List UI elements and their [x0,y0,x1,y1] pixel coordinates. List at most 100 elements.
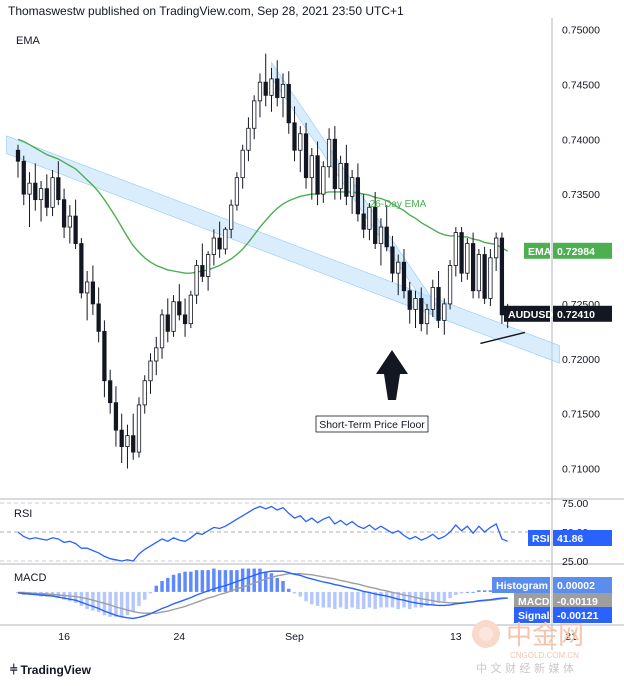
candle [413,290,418,329]
price-tag-value: 0.72410 [557,309,595,321]
histogram-bar [183,571,187,592]
candles [15,53,510,469]
histogram-bar [275,577,279,592]
candle-body [407,290,412,310]
histogram-bar [281,581,285,592]
histogram-bar [482,590,487,592]
candle-body [286,83,291,124]
candle [142,375,147,414]
candle-body [217,237,222,250]
candle [148,353,153,394]
histogram-bar [373,591,377,610]
candle-body [338,163,343,190]
price-tag-box [504,305,550,322]
price-tick: 0.74500 [562,79,600,91]
histogram-bar [206,570,210,592]
histogram-bar [154,585,158,592]
time-tick: 21 [565,631,577,643]
candle-body [38,188,44,201]
histogram-bar [361,591,366,610]
candle-body [424,308,430,325]
candle [15,144,21,178]
ema-pane-label: EMA [16,35,41,47]
candle-body [465,243,470,274]
price-tag-label: AUDUSD [508,309,553,321]
candle-body [125,435,130,448]
candle [177,284,182,321]
hist-tag-box [492,577,550,593]
candle-body [384,226,389,248]
candle [56,161,61,206]
price-tick: 0.71500 [562,409,600,421]
histogram-bar [73,591,78,603]
candle [326,128,332,178]
candle [430,279,435,318]
price-floor-line [480,331,526,345]
candle-body [188,294,193,325]
candle [459,227,464,282]
candle [315,141,320,206]
candle-body [442,303,447,321]
ema-tag-box [524,242,550,259]
histogram-bar [448,591,452,599]
hist-tag-label: Histogram [496,580,548,592]
candle [482,246,487,304]
candle [401,249,407,299]
histogram-bar [85,591,89,610]
candle-body [263,81,268,96]
histogram-bar [137,591,141,606]
candle [240,144,245,189]
time-tick: Sep [285,631,304,643]
histogram-bar [442,591,447,602]
histogram-bar [223,570,228,592]
cngold-watermark: 中金网 CNGOLD.COM.CN 中 文 财 经 新 媒 体 [472,620,584,675]
candle [453,227,458,277]
candle-body [344,163,349,197]
macd-tag-label: MACD [518,596,550,608]
candle-body [61,199,67,228]
candle-body [177,301,182,316]
candle-body [15,149,21,162]
histogram-bar [327,591,331,608]
histogram-bar [269,573,274,592]
candle-body [136,404,142,453]
candle [361,194,366,239]
candle [476,249,481,299]
signal-tag-value: -0.00121 [557,610,599,622]
candle [436,270,441,329]
candle-body [148,360,153,382]
candle-body [303,133,309,179]
price-tick: 0.71000 [562,464,600,476]
candle-body [326,138,332,168]
candle-body [482,254,487,299]
candle-body [373,206,378,244]
chart-canvas[interactable]: EMA Short-Term Price Floor 26-Day EMA RSI… [0,0,624,660]
footer[interactable]: ⫩ TradingView [10,662,91,678]
histogram-bar [356,591,360,610]
candle [309,148,314,200]
candle [234,172,240,211]
candle-body [315,155,320,195]
candle-body [102,330,107,382]
histogram-bar [298,591,303,597]
axis-tags: EMA 0.72984 AUDUSD 0.72410 RSI 41.86 Histogram… [492,242,612,623]
candle [344,144,349,206]
histogram-bar [321,591,326,608]
candle [384,205,389,252]
candle-body [430,287,435,310]
signal-tag-box [514,607,550,623]
candle-body [269,78,274,96]
histogram-bar [459,591,464,594]
rsi-pane-label: RSI [14,508,32,520]
candle-body [108,380,113,404]
candle-body [171,301,176,332]
histogram-bar [333,591,337,610]
candle [424,303,430,335]
rsi-tick: 75.00 [562,498,588,510]
time-axis: 16 24 Sep 13 21 [58,631,577,643]
histogram-bar [477,590,481,592]
candle [419,287,424,332]
price-tag-value-box [553,305,612,322]
candle [38,180,44,222]
candle [246,117,251,162]
